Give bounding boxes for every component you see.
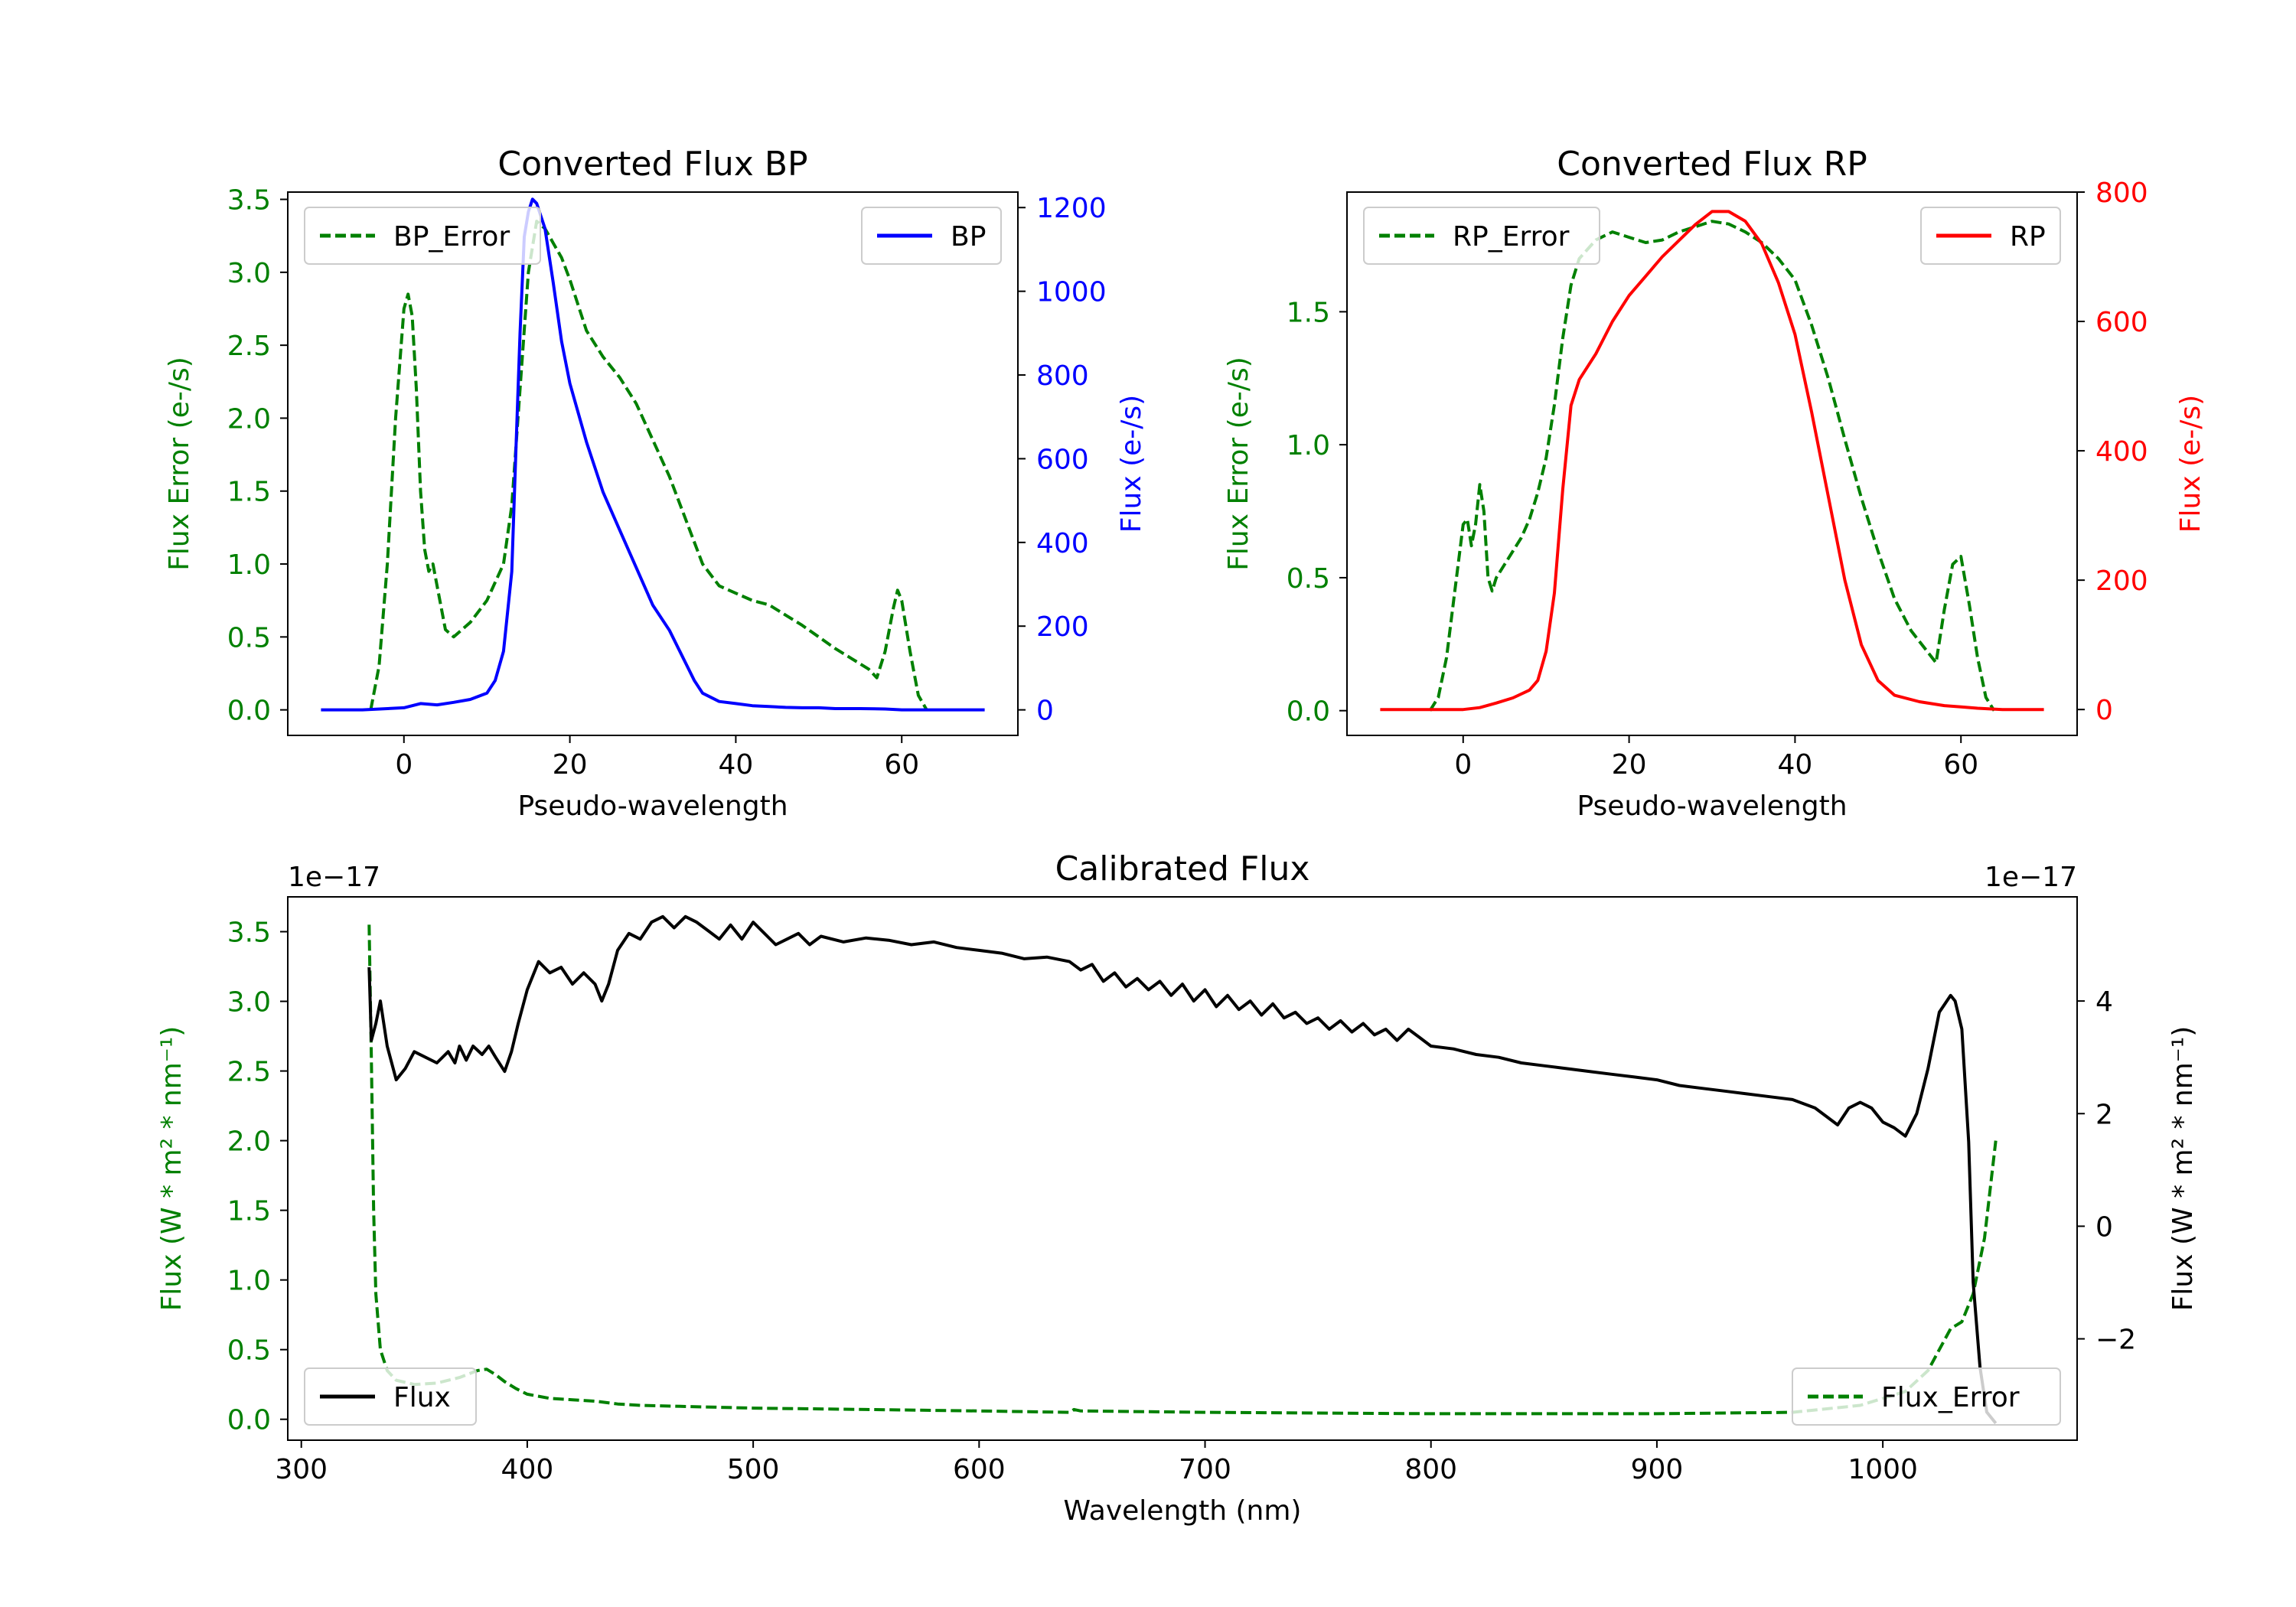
y-right-tick-label: 0 — [2095, 1211, 2113, 1243]
y-left-tick-label: 1.5 — [1287, 297, 1330, 328]
x-tick-label: 400 — [501, 1454, 554, 1485]
legend-box — [1792, 1367, 2061, 1426]
y-left-tick-label: 1.5 — [227, 477, 271, 508]
y-right-tick-label: 800 — [2095, 178, 2148, 209]
legend-label: RP_Error — [1453, 221, 1570, 253]
x-tick-label: 40 — [719, 749, 754, 781]
series-line-flux-error — [367, 924, 1998, 1416]
x-tick-label: 900 — [1631, 1454, 1684, 1485]
legend-rp: RP — [1920, 207, 2061, 265]
y-right-tick-label: 400 — [1036, 528, 1089, 559]
y-right-tick-label: 800 — [1036, 360, 1089, 392]
y-left-tick-label: 2.0 — [227, 403, 271, 435]
legend-label: Flux_Error — [1881, 1382, 2020, 1413]
y-left-axis-label: Flux Error (e-/s) — [164, 357, 195, 571]
y-right-tick-label: 600 — [1036, 444, 1089, 475]
chart-title: Converted Flux BP — [497, 145, 807, 184]
legend-label: Flux — [393, 1382, 451, 1413]
x-tick-label: 700 — [1179, 1454, 1231, 1485]
legend-bp-error: BP_Error — [304, 207, 541, 265]
x-axis-label: Wavelength (nm) — [1064, 1495, 1302, 1527]
y-right-tick-label: 2 — [2095, 1099, 2113, 1130]
plot-frame — [1346, 191, 2078, 736]
y-right-axis-label: Flux (W * m² * nm⁻¹) — [2167, 1026, 2199, 1312]
y-left-axis-label: Flux (W * m² * nm⁻¹) — [156, 1026, 188, 1312]
y-left-tick-label: 2.0 — [227, 1126, 271, 1158]
y-left-tick-label: 0.0 — [227, 1405, 271, 1436]
series-line-rp — [1380, 210, 2044, 712]
plot-frame — [287, 191, 1019, 736]
x-tick-label: 600 — [953, 1454, 1006, 1485]
x-tick-label: 1000 — [1848, 1454, 1918, 1485]
x-tick-label: 300 — [275, 1454, 328, 1485]
x-tick-label: 60 — [884, 749, 919, 781]
x-tick-label: 500 — [727, 1454, 780, 1485]
y-left-tick-label: 3.5 — [227, 185, 271, 217]
y-left-tick-label: 0.0 — [1287, 696, 1330, 728]
chart-bp: 0 20 40 60 0.0 0.5 1.0 1.5 2.0 2.5 3.0 3.5 0 200 400 60… — [164, 145, 1147, 822]
legend-rp-error: RP_Error — [1363, 207, 1600, 265]
x-tick-label: 20 — [553, 749, 588, 781]
y-left-tick-label: 1.0 — [227, 1266, 271, 1297]
legend-label: BP — [951, 221, 986, 253]
y-left-tick-label: 1.5 — [227, 1196, 271, 1227]
y-left-offset-text: 1e−17 — [288, 862, 380, 893]
chart-cal: 300 400 500 600 700 800 900 1000 0.0 0.5 1.0 1.5 2.0… — [156, 849, 2199, 1527]
x-axis-label: Pseudo-wavelength — [517, 790, 788, 822]
y-right-offset-text: 1e−17 — [1985, 862, 2077, 893]
x-tick-label: 40 — [1778, 749, 1813, 781]
series-line-bp-error — [369, 220, 928, 711]
y-right-axis-label: Flux (e-/s) — [1116, 395, 1147, 533]
y-left-tick-label: 0.0 — [227, 696, 271, 727]
chart-title: Calibrated Flux — [1055, 849, 1310, 888]
y-left-tick-label: 3.5 — [227, 918, 271, 949]
y-right-tick-label: 600 — [2095, 307, 2148, 338]
y-right-tick-label: 200 — [1036, 611, 1089, 643]
y-left-tick-label: 3.0 — [227, 987, 271, 1019]
y-right-axis-label: Flux (e-/s) — [2175, 395, 2206, 533]
chart-title: Converted Flux RP — [1557, 145, 1867, 184]
y-right-tick-label: 4 — [2095, 986, 2113, 1018]
series-line-bp — [321, 197, 985, 712]
legend-box — [1363, 207, 1600, 265]
y-right-tick-label: −2 — [2095, 1325, 2136, 1356]
y-left-axis-label: Flux Error (e-/s) — [1223, 357, 1254, 571]
y-left-tick-label: 0.5 — [1287, 563, 1330, 595]
series-line-flux — [367, 914, 1998, 1425]
y-right-tick-label: 0 — [2095, 695, 2113, 726]
x-tick-label: 60 — [1943, 749, 1978, 781]
y-right-tick-label: 1000 — [1036, 277, 1107, 308]
y-left-tick-label: 0.5 — [227, 622, 271, 654]
legend-box — [304, 207, 541, 265]
legend-label: RP — [2010, 221, 2046, 253]
x-axis-label: Pseudo-wavelength — [1577, 790, 1847, 822]
x-tick-label: 0 — [1454, 749, 1472, 781]
x-tick-label: 20 — [1612, 749, 1647, 781]
legend-box — [304, 1367, 477, 1426]
y-left-tick-label: 1.0 — [1287, 430, 1330, 461]
plot-frame — [287, 896, 2078, 1441]
y-right-tick-label: 400 — [2095, 436, 2148, 468]
legend-flux-error: Flux_Error — [1792, 1367, 2061, 1426]
series-line-rp-error — [1428, 220, 1996, 712]
x-tick-label: 0 — [395, 749, 413, 781]
y-left-tick-label: 2.5 — [227, 1057, 271, 1088]
y-left-tick-label: 1.0 — [227, 549, 271, 581]
chart-rp: 0 20 40 60 0.0 0.5 1.0 1.5 0 200 400 600 800 Converte… — [1223, 145, 2206, 822]
legend-label: BP_Error — [393, 221, 510, 253]
legend-flux: Flux — [304, 1367, 477, 1426]
x-tick-label: 800 — [1404, 1454, 1457, 1485]
y-right-tick-label: 1200 — [1036, 193, 1107, 224]
legend-bp: BP — [861, 207, 1002, 265]
y-left-tick-label: 3.0 — [227, 258, 271, 289]
y-left-tick-label: 2.5 — [227, 331, 271, 362]
y-right-tick-label: 200 — [2095, 566, 2148, 597]
y-left-tick-label: 0.5 — [227, 1335, 271, 1367]
y-right-tick-label: 0 — [1036, 696, 1054, 727]
